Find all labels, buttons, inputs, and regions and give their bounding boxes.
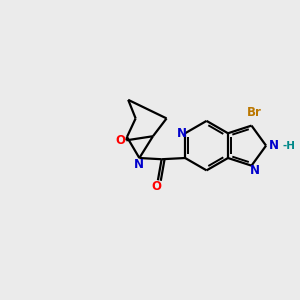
Text: N: N [249,164,260,177]
Text: N: N [177,127,187,140]
Text: N: N [134,158,144,171]
Text: N: N [269,139,279,152]
Text: Br: Br [247,106,262,119]
Text: O: O [152,180,161,193]
Text: -H: -H [283,141,296,151]
Text: O: O [115,134,125,147]
